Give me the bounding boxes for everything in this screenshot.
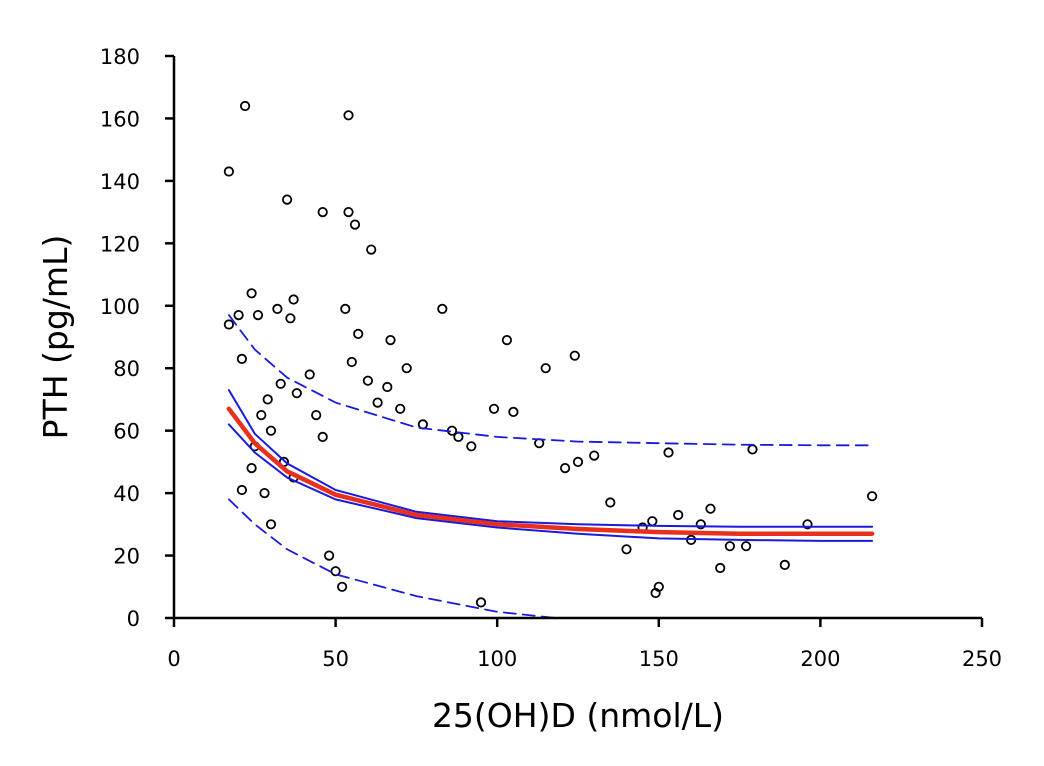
- data-point: [285, 313, 296, 324]
- data-point: [281, 194, 293, 205]
- data-point: [747, 444, 758, 455]
- data-point: [317, 207, 328, 218]
- data-point: [475, 597, 487, 608]
- data-point: [673, 509, 684, 521]
- data-point: [650, 587, 661, 599]
- tick-labels: 0 50 100 150 200 250 0 20 40 60 80 100 120 140 160 180: [100, 45, 1002, 671]
- data-point: [724, 541, 736, 552]
- data-point: [223, 166, 234, 177]
- data-point: [569, 350, 580, 361]
- axes: [165, 54, 984, 627]
- x-tick-label: 200: [800, 647, 840, 671]
- data-point: [488, 403, 500, 414]
- data-point: [265, 519, 277, 530]
- data-point: [246, 462, 257, 474]
- y-tick-label: 0: [127, 607, 140, 631]
- y-axis-title: PTH (pg/mL): [36, 235, 75, 440]
- plot-area: [223, 100, 878, 619]
- x-tick-label: 150: [639, 647, 679, 671]
- data-point: [259, 487, 270, 499]
- data-point: [336, 581, 348, 592]
- x-tick-label: 250: [962, 647, 1002, 671]
- data-point: [382, 381, 393, 393]
- data-point: [265, 425, 277, 436]
- data-point: [272, 303, 283, 314]
- data-point: [304, 369, 315, 380]
- data-point: [262, 394, 273, 405]
- y-tick-label: 160: [100, 107, 140, 131]
- data-point: [453, 431, 464, 442]
- y-tick-label: 140: [100, 170, 140, 194]
- data-point: [340, 303, 351, 314]
- y-tick-label: 120: [100, 232, 140, 256]
- data-point: [236, 484, 247, 496]
- data-point: [589, 450, 600, 461]
- data-point: [246, 288, 257, 299]
- data-point: [385, 334, 396, 346]
- data-point: [779, 559, 790, 571]
- data-point: [362, 375, 373, 386]
- data-point: [621, 544, 632, 555]
- data-point: [240, 100, 251, 112]
- data-point: [233, 309, 244, 321]
- data-point: [395, 403, 406, 414]
- data-point: [605, 497, 616, 508]
- data-point: [559, 462, 571, 474]
- data-point: [223, 319, 234, 330]
- prediction-band-upper: [228, 314, 873, 447]
- y-tick-label: 100: [100, 295, 140, 319]
- data-point: [236, 353, 247, 364]
- x-tick-label: 100: [477, 647, 517, 671]
- data-point: [508, 406, 519, 417]
- data-point: [866, 491, 878, 502]
- data-point: [275, 378, 286, 389]
- data-point: [437, 303, 448, 314]
- y-tick-label: 40: [113, 482, 140, 506]
- y-tick-label: 20: [113, 545, 140, 569]
- data-point: [252, 309, 264, 321]
- x-tick-label: 0: [167, 647, 180, 671]
- data-point: [346, 356, 357, 368]
- data-point: [256, 409, 267, 421]
- x-tick-label: 50: [322, 647, 349, 671]
- data-point: [466, 441, 477, 452]
- data-point: [705, 503, 716, 514]
- fitted-curve: [226, 406, 875, 536]
- data-point: [401, 363, 412, 374]
- data-point: [366, 244, 377, 255]
- data-point: [311, 409, 322, 421]
- y-tick-label: 80: [113, 357, 140, 381]
- data-point: [330, 566, 341, 577]
- data-point: [740, 541, 752, 552]
- data-point: [802, 519, 813, 530]
- data-point: [663, 447, 674, 458]
- y-tick-label: 180: [100, 45, 140, 69]
- data-point: [715, 562, 726, 574]
- data-point: [647, 516, 658, 527]
- data-point: [343, 207, 354, 218]
- confidence-band-lower: [227, 423, 874, 542]
- data-point: [372, 397, 383, 408]
- prediction-band-lower: [228, 498, 579, 619]
- data-point: [323, 550, 335, 561]
- x-axis-title: 25(OH)D (nmol/L): [432, 696, 724, 735]
- data-point: [349, 219, 361, 230]
- data-point: [540, 363, 551, 374]
- data-point: [501, 334, 512, 346]
- data-point: [317, 431, 328, 442]
- data-point: [572, 456, 584, 467]
- data-point: [353, 328, 364, 339]
- data-point: [695, 519, 706, 530]
- confidence-band-upper: [227, 389, 874, 528]
- data-point: [291, 388, 302, 399]
- y-tick-label: 60: [113, 420, 140, 444]
- data-point: [288, 294, 299, 305]
- data-point: [343, 110, 354, 121]
